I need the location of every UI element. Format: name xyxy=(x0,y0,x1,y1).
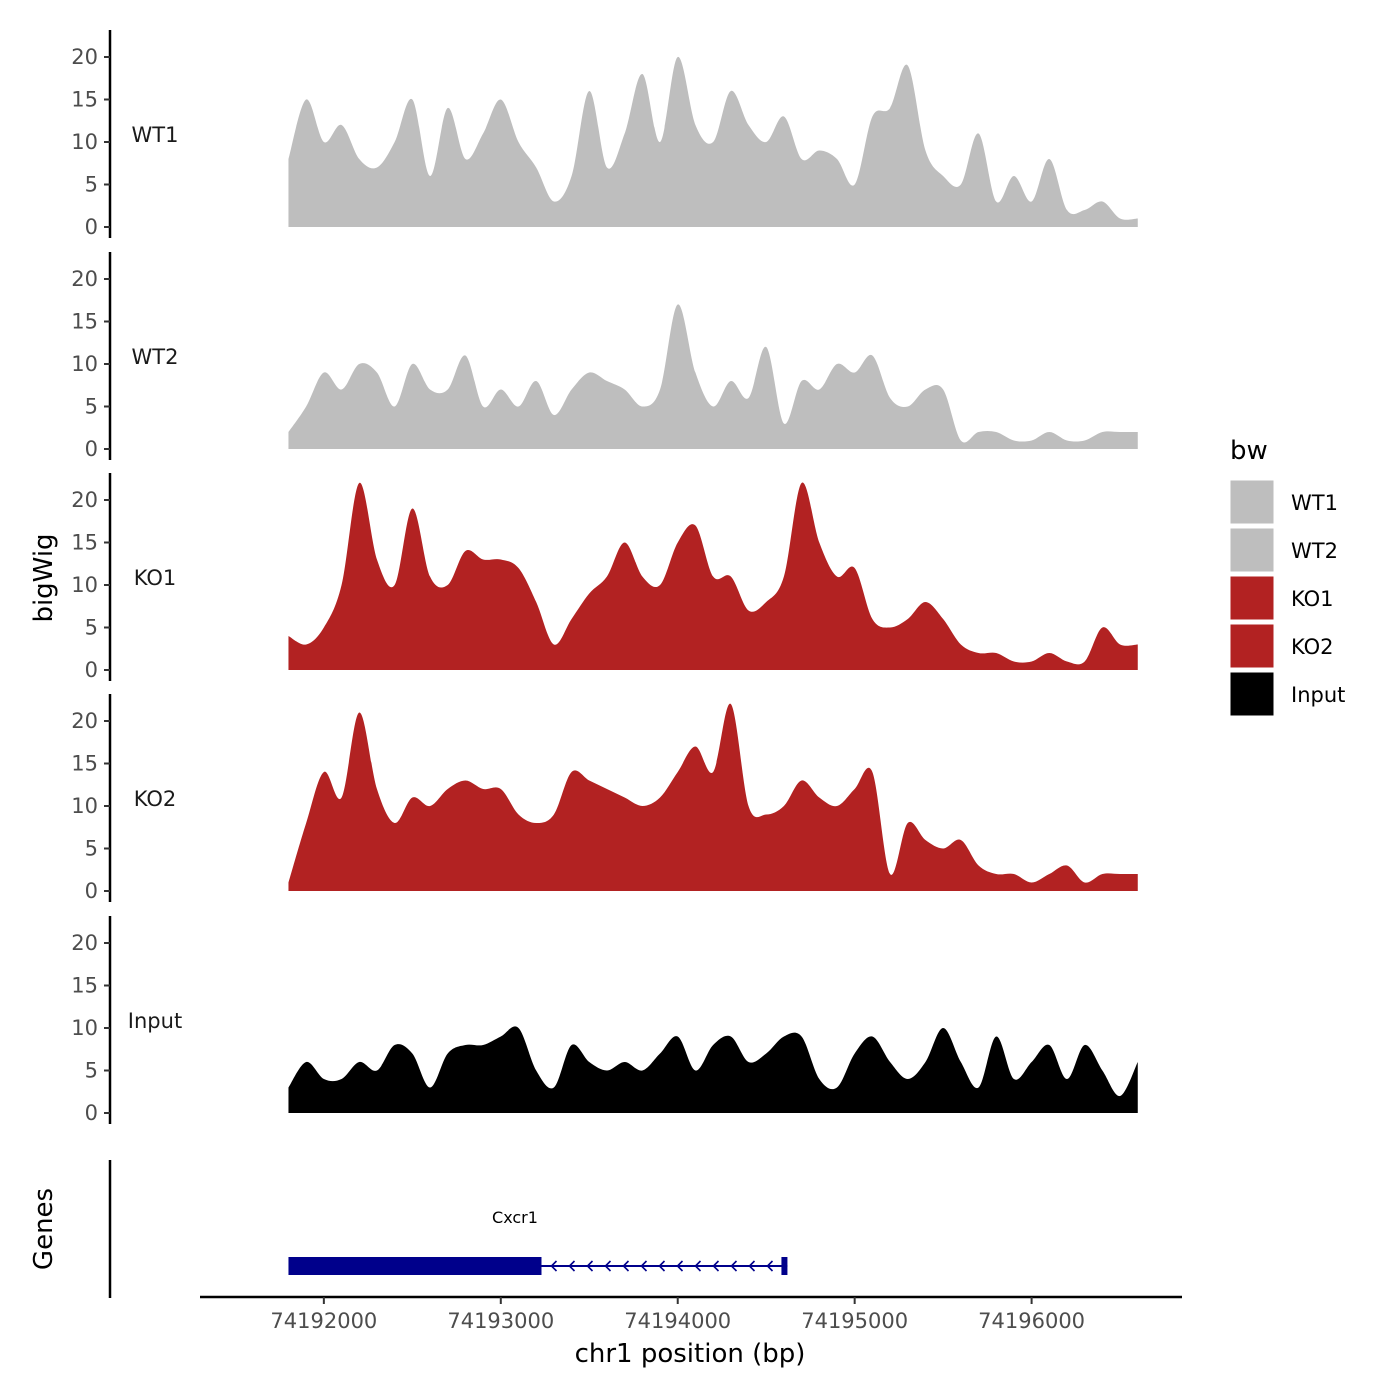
y-axis-title: bigWig xyxy=(29,533,59,622)
strand-arrow xyxy=(712,1260,720,1272)
legend-key-ko2 xyxy=(1229,623,1275,669)
track-label-ko2: KO2 xyxy=(134,787,177,811)
track-panel-ko1: 0 5 10 15 20 KO1 xyxy=(71,473,1138,682)
y-tick-label: 15 xyxy=(71,88,98,112)
strand-arrow xyxy=(694,1260,702,1272)
strand-arrow xyxy=(766,1260,774,1272)
legend: WT1 WT2 KO1 KO2 Input xyxy=(1229,479,1345,717)
signal-area-ko1 xyxy=(288,482,1138,670)
strand-arrow xyxy=(658,1260,666,1272)
y-tick-label: 10 xyxy=(71,352,98,376)
track-panel-input: 0 5 10 15 20 Input xyxy=(71,916,1138,1125)
x-tick-label: 74194000 xyxy=(624,1309,731,1333)
y-tick-label: 0 xyxy=(85,215,98,239)
genes-axis-title: Genes xyxy=(29,1188,59,1270)
y-tick-label: 15 xyxy=(71,752,98,776)
track-panel-ko2: 0 5 10 15 20 KO2 xyxy=(71,694,1138,903)
y-tick-label: 15 xyxy=(71,310,98,334)
y-tick-label: 20 xyxy=(71,709,98,733)
y-tick-label: 15 xyxy=(71,974,98,998)
gene-utr-block xyxy=(781,1257,788,1275)
legend-label-ko1: KO1 xyxy=(1291,587,1334,611)
x-axis: 74192000 74193000 74194000 74195000 74196000 xyxy=(200,1295,1182,1333)
gene-cxcr1: Cxcr1 xyxy=(288,1208,788,1275)
strand-arrow xyxy=(676,1260,684,1272)
legend-key-wt1 xyxy=(1229,479,1275,525)
x-tick-label: 74193000 xyxy=(447,1309,554,1333)
y-tick-label: 20 xyxy=(71,931,98,955)
x-axis-title: chr1 position (bp) xyxy=(575,1339,806,1369)
y-tick-label: 10 xyxy=(71,130,98,154)
gene-label: Cxcr1 xyxy=(492,1208,538,1227)
track-panel-wt2: 0 5 10 15 20 WT2 xyxy=(71,252,1138,461)
y-tick-label: 5 xyxy=(85,616,98,640)
legend-label-wt1: WT1 xyxy=(1291,491,1338,515)
y-tick-label: 20 xyxy=(71,267,98,291)
x-tick-label: 74192000 xyxy=(270,1309,377,1333)
signal-area-wt2 xyxy=(288,304,1138,449)
y-tick-label: 5 xyxy=(85,395,98,419)
strand-arrow xyxy=(622,1260,630,1272)
legend-key-ko1 xyxy=(1229,575,1275,621)
y-tick-label: 20 xyxy=(71,45,98,69)
track-label-input: Input xyxy=(128,1009,182,1033)
y-tick-label: 20 xyxy=(71,488,98,512)
strand-arrow xyxy=(640,1260,648,1272)
y-tick-label: 15 xyxy=(71,531,98,555)
x-tick-label: 74196000 xyxy=(978,1309,1085,1333)
strand-arrow xyxy=(586,1260,594,1272)
y-tick-label: 10 xyxy=(71,573,98,597)
x-tick-label: 74195000 xyxy=(801,1309,908,1333)
legend-title: bw xyxy=(1230,436,1268,466)
y-tick-label: 5 xyxy=(85,173,98,197)
track-label-wt1: WT1 xyxy=(132,123,179,147)
y-tick-label: 0 xyxy=(85,1101,98,1125)
y-tick-label: 0 xyxy=(85,437,98,461)
track-label-ko1: KO1 xyxy=(134,566,177,590)
strand-arrow xyxy=(568,1260,576,1272)
y-tick-label: 0 xyxy=(85,879,98,903)
track-label-wt2: WT2 xyxy=(132,345,179,369)
strand-arrow xyxy=(730,1260,738,1272)
y-tick-label: 5 xyxy=(85,837,98,861)
legend-key-input xyxy=(1229,671,1275,717)
track-panels: 0 5 10 15 20 WT1 0 5 10 15 20 WT2 0 5 10 15 20 KO1 0 5 10 15 2… xyxy=(71,30,1138,1125)
legend-label-ko2: KO2 xyxy=(1291,635,1334,659)
gene-cds-block xyxy=(288,1257,542,1275)
y-tick-label: 5 xyxy=(85,1059,98,1083)
y-tick-label: 0 xyxy=(85,658,98,682)
strand-arrow xyxy=(748,1260,756,1272)
legend-key-wt2 xyxy=(1229,527,1275,573)
legend-label-wt2: WT2 xyxy=(1291,539,1338,563)
y-tick-label: 10 xyxy=(71,1016,98,1040)
signal-area-input xyxy=(288,1026,1138,1113)
strand-arrow xyxy=(604,1260,612,1272)
y-tick-label: 10 xyxy=(71,794,98,818)
gene-track: Cxcr1 xyxy=(108,1160,788,1298)
strand-arrow xyxy=(550,1260,558,1272)
signal-area-wt1 xyxy=(288,56,1138,228)
legend-label-input: Input xyxy=(1291,683,1345,707)
track-panel-wt1: 0 5 10 15 20 WT1 xyxy=(71,30,1138,239)
signal-area-ko2 xyxy=(288,703,1138,891)
